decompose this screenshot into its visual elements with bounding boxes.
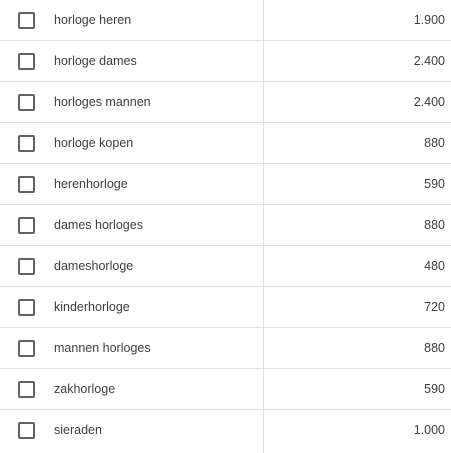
table-row: horloge dames 2.400 [0, 41, 451, 82]
row-checkbox[interactable] [18, 217, 35, 234]
row-checkbox[interactable] [18, 53, 35, 70]
search-volume: 2.400 [413, 54, 445, 68]
table-row: herenhorloge 590 [0, 164, 451, 205]
keyword-text: horloge dames [54, 54, 137, 68]
keyword-text: sieraden [54, 423, 102, 437]
row-checkbox[interactable] [18, 258, 35, 275]
keyword-text: mannen horloges [54, 341, 151, 355]
search-volume: 480 [424, 259, 445, 273]
table-row: mannen horloges 880 [0, 328, 451, 369]
row-checkbox[interactable] [18, 176, 35, 193]
row-checkbox[interactable] [18, 381, 35, 398]
table-row: horloge kopen 880 [0, 123, 451, 164]
row-checkbox[interactable] [18, 340, 35, 357]
search-volume: 1.000 [413, 423, 445, 437]
table-row: horloge heren 1.900 [0, 0, 451, 41]
search-volume: 590 [424, 382, 445, 396]
table-row: kinderhorloge 720 [0, 287, 451, 328]
search-volume: 1.900 [413, 13, 445, 27]
keyword-text: zakhorloge [54, 382, 116, 396]
table-row: horloges mannen 2.400 [0, 82, 451, 123]
keyword-text: kinderhorloge [54, 300, 130, 314]
row-checkbox[interactable] [18, 422, 35, 439]
keyword-text: dames horloges [54, 218, 143, 232]
table-row: sieraden 1.000 [0, 410, 451, 453]
search-volume: 880 [424, 136, 445, 150]
row-checkbox[interactable] [18, 299, 35, 316]
search-volume: 720 [424, 300, 445, 314]
column-divider [263, 0, 264, 453]
row-checkbox[interactable] [18, 94, 35, 111]
keyword-text: herenhorloge [54, 177, 128, 191]
table-row: zakhorloge 590 [0, 369, 451, 410]
row-checkbox[interactable] [18, 135, 35, 152]
search-volume: 880 [424, 341, 445, 355]
table-row: dameshorloge 480 [0, 246, 451, 287]
search-volume: 2.400 [413, 95, 445, 109]
keyword-text: horloge kopen [54, 136, 134, 150]
row-checkbox[interactable] [18, 12, 35, 29]
table-row: dames horloges 880 [0, 205, 451, 246]
keyword-text: horloges mannen [54, 95, 151, 109]
search-volume: 590 [424, 177, 445, 191]
search-volume: 880 [424, 218, 445, 232]
keyword-text: dameshorloge [54, 259, 134, 273]
keyword-text: horloge heren [54, 13, 132, 27]
